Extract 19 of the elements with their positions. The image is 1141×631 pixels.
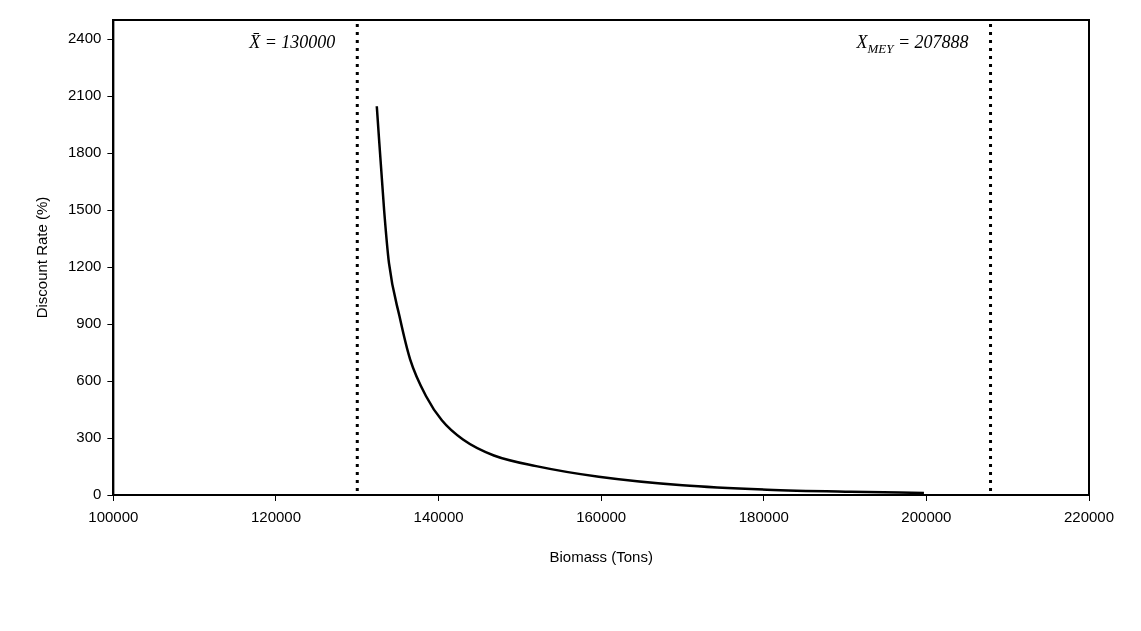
- y-tick-label: 2400: [67, 29, 102, 47]
- y-axis-title: Discount Rate (%): [33, 196, 51, 319]
- x-tick-label: 200000: [901, 508, 952, 526]
- y-tick-label: 1200: [67, 257, 102, 275]
- x-tick-label: 140000: [413, 508, 464, 526]
- y-tick-label: 0: [93, 485, 102, 503]
- x-tick-label: 180000: [738, 508, 789, 526]
- y-tick-label: 2100: [67, 86, 102, 104]
- y-tick-label: 900: [76, 314, 102, 332]
- x-tick-label: 160000: [576, 508, 627, 526]
- y-tick-label: 300: [76, 428, 102, 446]
- y-tick-label: 600: [76, 371, 102, 389]
- y-tick-label: 1500: [67, 200, 102, 218]
- x-tick-label: 120000: [250, 508, 302, 526]
- x-tick-label: 220000: [1063, 508, 1115, 526]
- x-axis-title: Biomass (Tons): [549, 548, 653, 566]
- x-tick-label: 100000: [88, 508, 139, 526]
- ref-line-label: X̄ = 130000: [248, 32, 336, 52]
- y-tick-label: 1800: [67, 143, 102, 161]
